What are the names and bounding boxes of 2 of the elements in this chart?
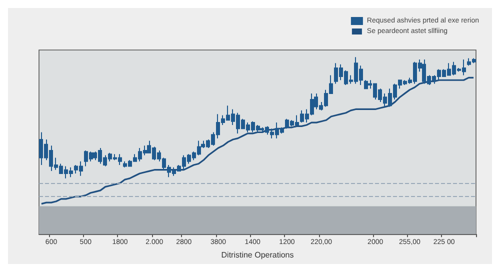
candlestick <box>364 80 368 90</box>
x-axis-title: Ditristine Operations <box>221 250 294 260</box>
